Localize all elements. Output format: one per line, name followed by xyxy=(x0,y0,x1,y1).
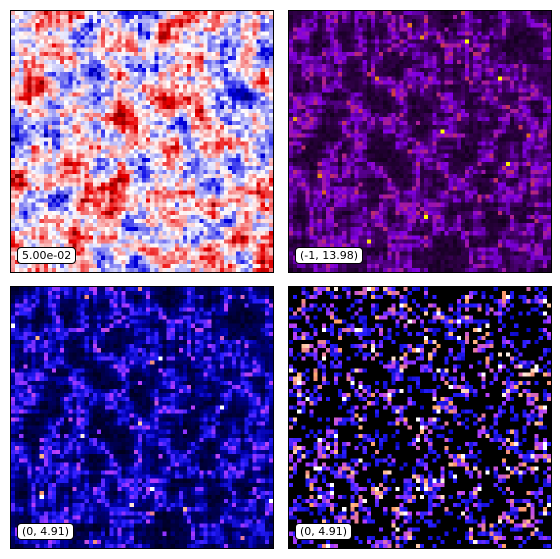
panel-label: 5.00e-02 xyxy=(17,247,77,264)
sampled-filament-image xyxy=(289,287,551,548)
panel-label: (0, 4.91) xyxy=(295,523,353,540)
panel-smooth-filament-field: (0, 4.91) xyxy=(10,286,274,549)
panel-label: (0, 4.91) xyxy=(17,523,75,540)
smooth-filament-image xyxy=(11,287,273,548)
residual-field-image xyxy=(11,11,273,272)
density-field-image xyxy=(289,11,551,272)
panel-sampled-filament-field: (0, 4.91) xyxy=(288,286,552,549)
panel-label: (-1, 13.98) xyxy=(295,247,364,264)
panel-residual-field: 5.00e-02 xyxy=(10,10,274,273)
panel-density-field: (-1, 13.98) xyxy=(288,10,552,273)
